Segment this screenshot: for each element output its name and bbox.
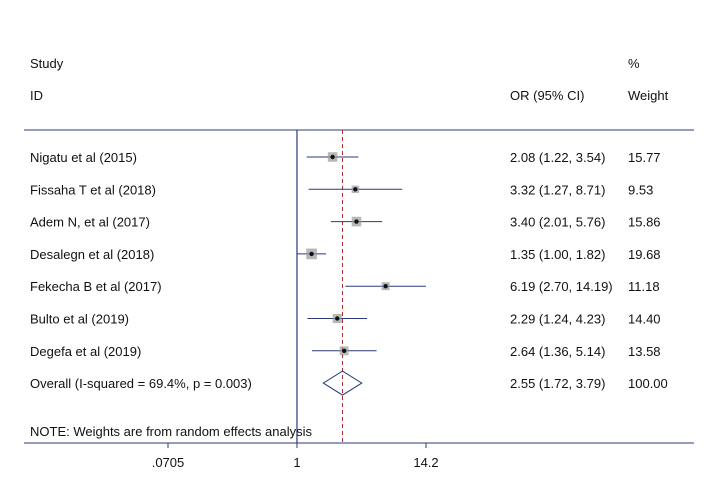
study-rows: Nigatu et al (2015) 2.08 (1.22, 3.54) 15.7… [30,130,668,443]
study-label: Fissaha T et al (2018) [30,182,156,197]
study-label: Degefa et al (2019) [30,344,141,359]
study-ci-text: 2.64 (1.36, 5.14) [510,344,605,359]
study-weight: 13.58 [628,344,661,359]
study-ci-text: 3.32 (1.27, 8.71) [510,182,605,197]
study-label: Fekecha B et al (2017) [30,279,162,294]
study-label: Adem N, et al (2017) [30,215,150,230]
study-weight: 14.40 [628,312,661,327]
study-label: Desalegn et al (2018) [30,247,154,262]
study-ci-text: 6.19 (2.70, 14.19) [510,279,613,294]
study-weight: 15.86 [628,215,661,230]
note-text: NOTE: Weights are from random effects an… [30,424,313,439]
study-point [341,348,347,353]
study-weight: 15.77 [628,150,661,165]
study-ci-text: 2.08 (1.22, 3.54) [510,150,605,165]
study-point [353,187,358,192]
x-tick-label: .0705 [152,455,185,470]
study-ci-text: 1.35 (1.00, 1.82) [510,247,605,262]
study-weight: 9.53 [628,182,653,197]
table-header: Study ID OR (95% CI) % Weight [30,56,669,103]
study-point [330,154,335,160]
study-weight: 11.18 [628,279,660,294]
study-point [354,219,359,224]
overall-label: Overall (I-squared = 69.4%, p = 0.003) [30,376,252,391]
study-label: Bulto et al (2019) [30,312,129,327]
study-ci-text: 2.29 (1.24, 4.23) [510,312,605,327]
x-tick-label: 14.2 [413,455,438,470]
overall-diamond [322,370,363,396]
study-label: Nigatu et al (2015) [30,150,137,165]
overall-ci-text: 2.55 (1.72, 3.79) [510,376,605,391]
weight-header: Weight [628,88,669,103]
study-weight: 19.68 [628,247,661,262]
study-header: Study [30,56,64,71]
study-point [309,251,314,257]
overall-weight: 100.00 [628,376,668,391]
study-ci-text: 3.40 (2.01, 5.76) [510,215,605,230]
study-point [335,316,340,321]
study-point [383,284,388,289]
effect-header: OR (95% CI) [510,88,584,103]
id-header: ID [30,88,43,103]
percent-header: % [628,56,640,71]
x-axis-ticks: .0705 1 14.2 [152,443,439,470]
x-tick-label: 1 [293,455,300,470]
